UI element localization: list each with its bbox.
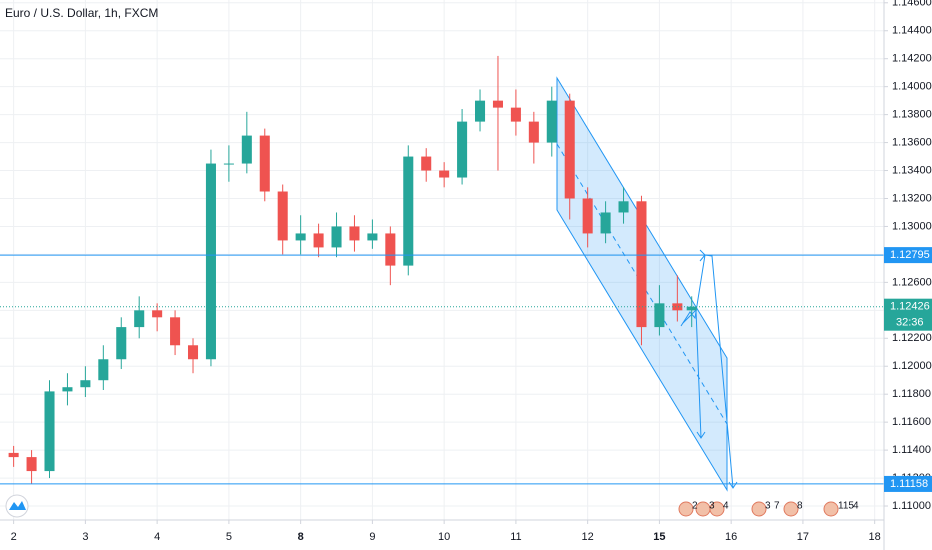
candle-body	[98, 359, 109, 381]
y-tick-label: 1.13800	[892, 109, 932, 121]
chart-title: Euro / U.S. Dollar, 1h, FXCM	[5, 6, 158, 20]
candle-body	[26, 457, 37, 472]
candle-body	[134, 310, 145, 328]
price-label: 1.12795	[890, 249, 930, 261]
last-price-box	[884, 298, 932, 331]
y-tick-label: 1.13600	[892, 136, 932, 148]
axes: 1.14600 1.14400 1.14200 1.14000 1.13800 1.136…	[11, 0, 932, 543]
candle-body	[367, 233, 378, 241]
candle-body	[349, 226, 360, 241]
event-icon	[678, 501, 694, 517]
candle-body	[80, 380, 91, 388]
candle-body	[259, 135, 270, 192]
candle-body	[44, 391, 55, 472]
y-tick-label: 1.13200	[892, 192, 932, 204]
candle-body	[672, 303, 683, 311]
x-tick-label: 9	[369, 531, 375, 543]
event-icon	[823, 501, 839, 517]
y-tick-label: 1.12000	[892, 360, 932, 372]
event-count: 4	[723, 501, 729, 512]
candle-body	[277, 191, 288, 241]
logo-mark	[9, 501, 26, 510]
grid	[0, 0, 884, 520]
y-tick-label: 1.11600	[892, 416, 931, 428]
candle-body	[492, 100, 503, 108]
x-tick-label: 18	[869, 531, 881, 543]
price-label-box	[884, 247, 932, 264]
x-tick-label: 15	[653, 531, 665, 543]
candle-body	[8, 452, 19, 458]
x-tick-label: 5	[226, 531, 232, 543]
y-tick-label: 1.11000	[892, 500, 931, 512]
x-tick-label: 3	[82, 531, 88, 543]
candle-body	[223, 163, 234, 165]
last-price-label: 1.12426	[890, 301, 930, 313]
y-tick-label: 1.14000	[892, 81, 932, 93]
event-count: 3	[765, 501, 771, 512]
x-tick-label: 4	[154, 531, 160, 543]
price-label-box	[884, 475, 932, 492]
candle-body	[170, 317, 181, 346]
candle-body	[403, 156, 414, 266]
y-tick-label: 1.14200	[892, 53, 932, 65]
x-tick-label: 16	[725, 531, 737, 543]
event-count: 115	[838, 501, 854, 512]
candle-body	[636, 201, 647, 328]
projection-arrow	[680, 254, 706, 327]
candle-body	[564, 100, 575, 199]
candle-body	[618, 201, 629, 213]
candle-body	[187, 345, 199, 360]
x-tick-label: 12	[582, 531, 594, 543]
candle-body	[439, 170, 450, 178]
x-tick-label: 11	[510, 531, 521, 543]
candle-body	[528, 121, 539, 143]
price-label: 1.11158	[890, 478, 928, 490]
candle-body	[654, 303, 665, 328]
candle-body	[421, 156, 432, 171]
logo	[5, 494, 29, 518]
x-tick-label: 10	[438, 531, 450, 543]
y-tick-label: 1.12200	[892, 332, 932, 344]
candle-body	[510, 107, 521, 122]
event-count: 3	[709, 501, 715, 512]
candle-body	[582, 198, 593, 234]
y-tick-label: 1.14600	[892, 0, 932, 9]
y-tick-label: 1.12600	[892, 276, 932, 288]
candle-body	[546, 100, 557, 143]
event-count: 4	[853, 501, 859, 512]
event-icon	[709, 501, 725, 517]
candle-body	[385, 233, 396, 266]
event-count: 2	[692, 501, 698, 512]
candle-body	[457, 121, 468, 178]
candle-body	[152, 310, 163, 318]
countdown: 32:36	[896, 317, 924, 329]
event-count: 8	[797, 501, 803, 512]
x-tick-label: 2	[11, 531, 17, 543]
event-icon	[783, 501, 799, 517]
y-tick-label: 1.13000	[892, 220, 932, 232]
event-count: 7	[774, 501, 780, 512]
candle-body	[331, 226, 342, 248]
candle-body	[600, 212, 611, 234]
candle-body	[62, 387, 73, 392]
candle-body	[295, 233, 306, 241]
candle-body	[116, 327, 127, 360]
y-tick-label: 1.14400	[892, 25, 932, 37]
event-icon	[751, 501, 767, 517]
y-tick-label: 1.11400	[892, 444, 931, 456]
y-tick-label: 1.13400	[892, 164, 932, 176]
x-tick-label: 8	[298, 531, 304, 543]
plot	[0, 55, 884, 485]
candle-body	[686, 306, 697, 311]
x-tick-label: 17	[797, 531, 809, 543]
event-icon	[695, 501, 711, 517]
candle-body	[475, 100, 486, 122]
y-tick-label: 1.11800	[892, 388, 931, 400]
candle-body	[205, 163, 216, 360]
candle-body	[313, 233, 324, 248]
candle-body	[241, 135, 252, 164]
